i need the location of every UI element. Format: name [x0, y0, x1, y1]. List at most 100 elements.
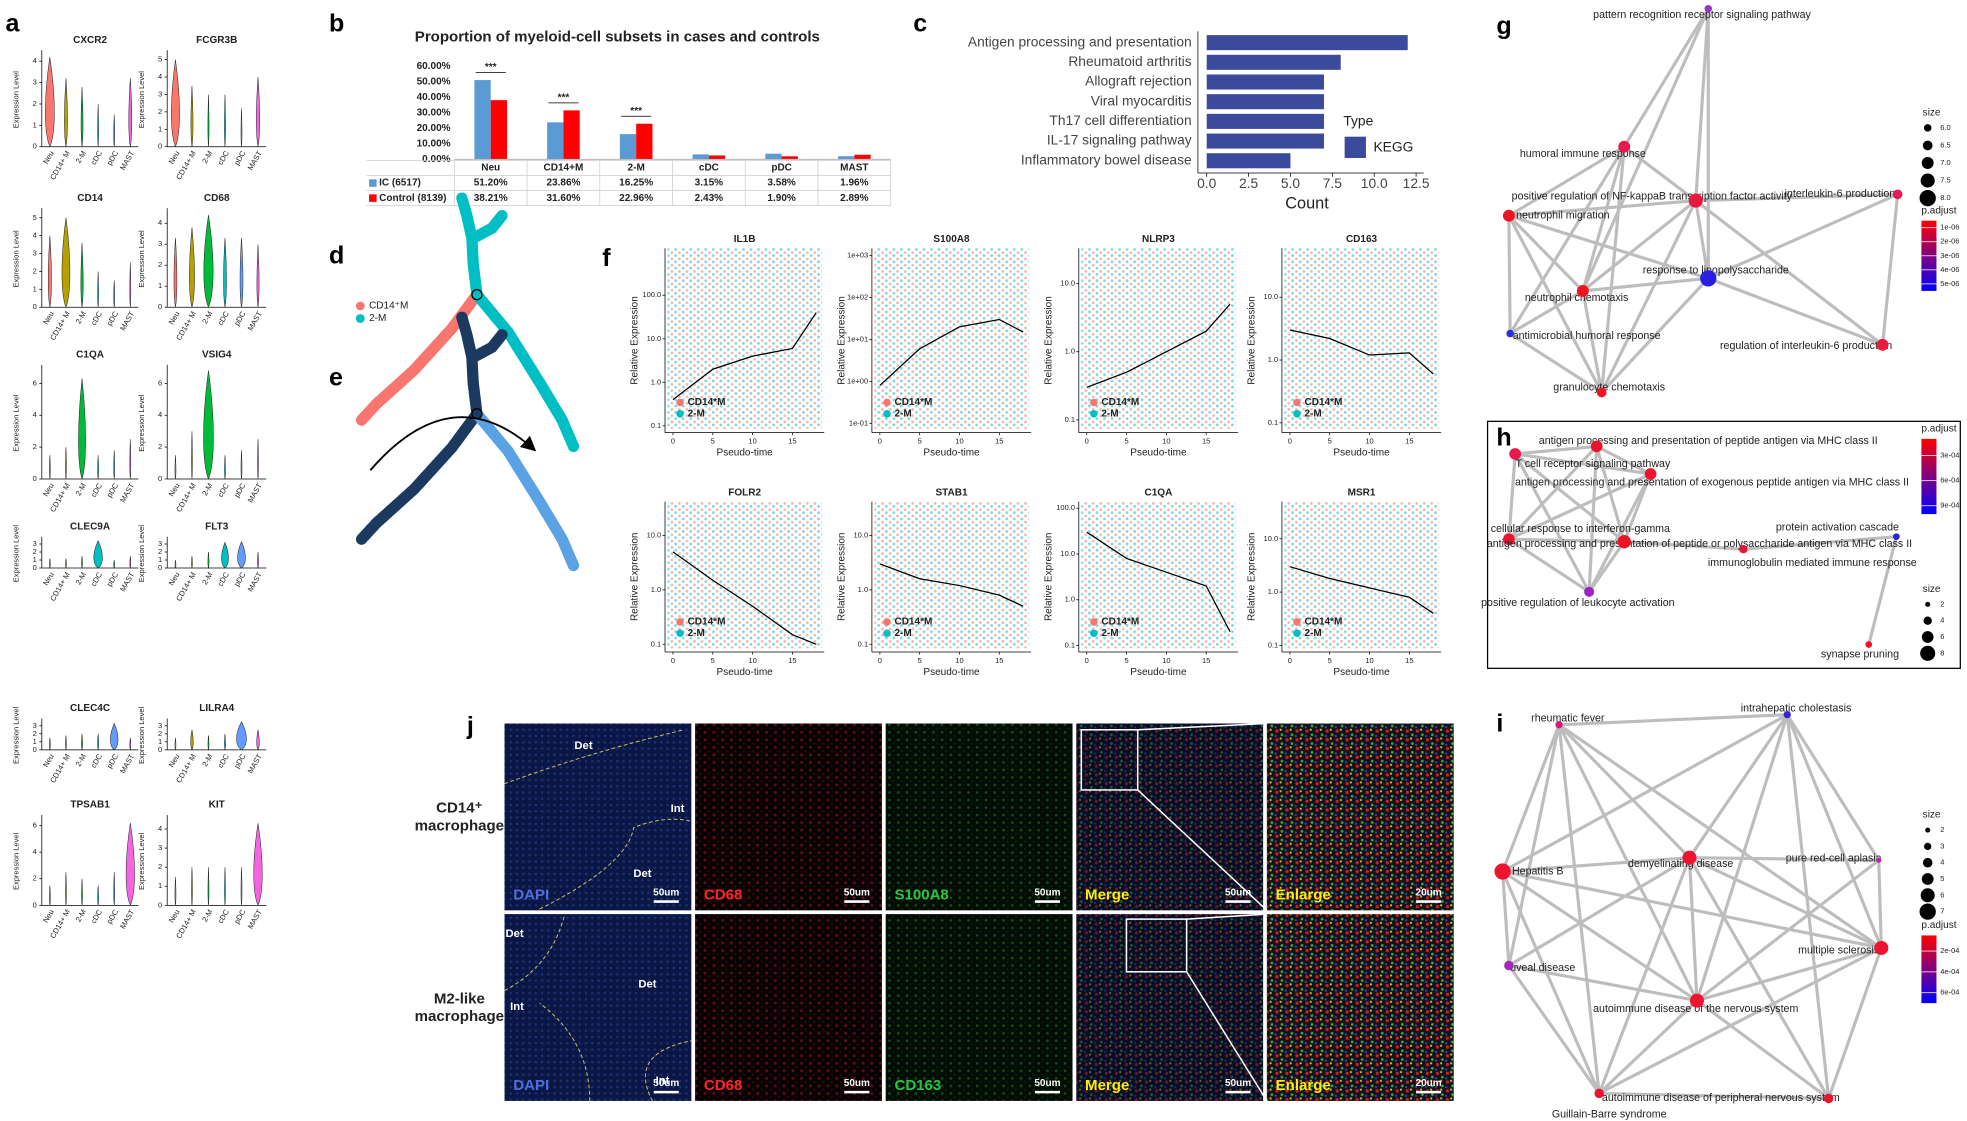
x-axis-label: Pseudo-time: [923, 447, 980, 458]
y-tick-label: 6: [33, 821, 37, 830]
edge: [1508, 537, 1625, 544]
trajectory-branch: [471, 408, 580, 572]
bar: [547, 122, 564, 160]
plot-title: MSR1: [1348, 487, 1376, 498]
micrograph-texture: [1076, 723, 1264, 911]
node: [1509, 448, 1522, 460]
category-label: pDC: [232, 570, 248, 588]
x-tick-label: 10: [955, 656, 963, 665]
y-axis-label: Relative Expression: [630, 533, 641, 622]
region-label: Det: [633, 868, 651, 880]
y-tick-label: 1e+01: [847, 334, 868, 343]
trajectory-branch: [456, 311, 483, 420]
violin: [173, 237, 178, 308]
category-label: Neu: [167, 752, 182, 768]
legend-dot: [1293, 629, 1301, 637]
bar: [1206, 113, 1324, 129]
legend-dot: [676, 618, 684, 626]
bar: [781, 156, 798, 160]
edge: [1587, 446, 1599, 592]
legend-label: 4: [1940, 616, 1944, 625]
edge: [1581, 146, 1626, 292]
violin: [125, 822, 135, 906]
category-label: MAST: [246, 752, 264, 775]
legend-dot: [1090, 398, 1098, 407]
node-label: pattern recognition receptor signaling p…: [1593, 9, 1811, 21]
node: [1892, 189, 1903, 200]
category-label: Th17 cell differentiation: [1049, 113, 1191, 128]
violin: [80, 242, 84, 308]
category-label: cDC: [216, 907, 231, 925]
edge: [1501, 724, 1561, 873]
node-label: synapse pruning: [1821, 648, 1899, 660]
y-tick-label: 6: [158, 378, 162, 387]
legend-label: KEGG: [1373, 140, 1413, 155]
region-label: Int: [671, 803, 685, 815]
edge: [1508, 199, 1696, 218]
violin: [236, 721, 247, 751]
violin: [65, 735, 67, 751]
category-label: 2-M: [200, 149, 214, 165]
violin: [49, 737, 51, 751]
gene-title: VSIG4: [202, 350, 232, 361]
category-label: 2-M: [200, 752, 214, 768]
gene-title: C1QA: [76, 350, 104, 361]
edge: [1688, 856, 1830, 1100]
micrograph-texture: [695, 914, 882, 1101]
legend-label: 4: [1940, 858, 1944, 867]
edge: [1622, 7, 1710, 148]
violin: [191, 555, 193, 569]
node-label: rheumatic fever: [1531, 712, 1605, 724]
trajectory-branch: [471, 289, 580, 453]
y-tick-label: 1: [33, 555, 37, 564]
violin: [237, 540, 246, 569]
y-tick-label: 3: [158, 539, 162, 548]
violin: [191, 867, 193, 906]
micrograph-texture: [504, 723, 692, 911]
table-cell: 2.89%: [840, 193, 868, 204]
x-tick-label: 15: [995, 656, 1003, 665]
violin: [239, 237, 244, 308]
y-tick-label: 0: [158, 563, 162, 572]
legend-label: CD14*M: [1101, 617, 1139, 628]
edge: [1785, 713, 1881, 862]
violin: [49, 558, 51, 569]
violin: [203, 370, 214, 480]
channel-label: CD68: [704, 1077, 742, 1094]
y-tick-label: 0.1: [1268, 418, 1278, 427]
table-cell: 3.58%: [767, 178, 795, 189]
x-tick-label: 5: [711, 656, 715, 665]
y-tick-label: 0: [33, 563, 37, 572]
node: [1682, 850, 1697, 865]
category-label: Allograft rejection: [1085, 74, 1191, 89]
y-tick-label: 0: [33, 474, 37, 483]
y-tick-label: 40.00%: [417, 92, 451, 103]
legend-label: 7.5: [1940, 176, 1950, 185]
y-tick-label: 0.00%: [422, 154, 450, 165]
edge: [1877, 860, 1883, 949]
violin: [129, 555, 132, 569]
edge: [1507, 964, 1601, 1095]
violin: [97, 455, 99, 480]
y-tick-label: 10.0: [1060, 279, 1075, 288]
violin: [207, 735, 210, 751]
category-label: cDC: [89, 752, 104, 770]
edge: [1687, 857, 1699, 1001]
panel-box: [1486, 420, 1961, 669]
y-tick-label: 30.00%: [417, 108, 451, 119]
y-axis-label: Relative Expression: [1043, 533, 1054, 622]
significance-label: ***: [558, 92, 570, 103]
legend-dot: [883, 629, 891, 637]
y-tick-label: 0.1: [1268, 640, 1278, 649]
y-tick-label: 0: [33, 745, 37, 754]
category-label: CD14+M: [544, 163, 584, 174]
size-key: [1925, 601, 1931, 607]
violin: [128, 78, 133, 147]
point-cloud: [874, 248, 1029, 429]
category-label: Neu: [167, 482, 182, 498]
edge: [1507, 724, 1561, 966]
region-label: Det: [574, 740, 592, 752]
edge: [1867, 536, 1898, 645]
y-axis-label: Expression Level: [12, 832, 21, 890]
